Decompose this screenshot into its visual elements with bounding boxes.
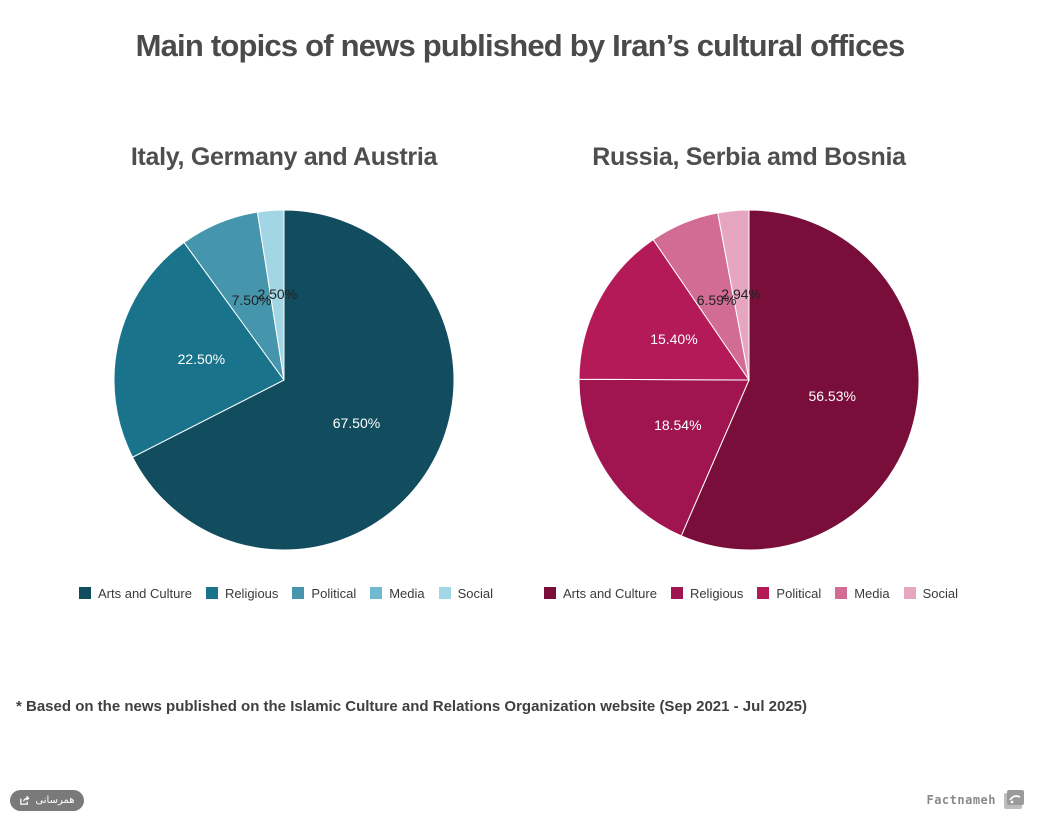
legend-swatch [757, 587, 770, 599]
legend-swatch [370, 587, 383, 599]
pie-slice-religious[interactable] [578, 378, 750, 537]
pie-label-arts-and-culture: 67.50% [333, 415, 380, 431]
share-button-label: همرسانی [35, 795, 75, 806]
legend-swatch [670, 587, 683, 599]
legend-item-religious[interactable]: Religious [670, 585, 744, 601]
legend-item-arts-and-culture[interactable]: Arts and Culture [544, 586, 657, 601]
legend-item-political[interactable]: Political [292, 586, 356, 601]
brand[interactable]: Factnameh [926, 788, 1026, 812]
pie-label-religious: 22.50% [178, 351, 225, 367]
legend-swatch [79, 587, 91, 599]
pie-slice-religious[interactable] [113, 241, 285, 458]
legend-label: Religious [689, 585, 744, 601]
legend-left: Arts and Culture Religious Political Media S… [79, 585, 507, 601]
pie-label-political: 7.50% [232, 292, 272, 308]
share-button[interactable]: همرسانی [10, 790, 84, 811]
brand-name: Factnameh [926, 793, 996, 807]
footnote: * Based on the news published on the Isl… [16, 698, 808, 715]
pie-slice-social[interactable] [717, 209, 750, 381]
pie-label-media: 6.59% [697, 292, 737, 308]
legend-label: Arts and Culture [98, 585, 192, 601]
legend-item-media[interactable]: Media [370, 585, 425, 601]
pie-chart-right: 56.53% 18.54% 15.40% 6.59%2.94% [578, 209, 920, 551]
legend-item-social[interactable]: Social [903, 585, 959, 601]
legend-item-religious[interactable]: Religious [205, 585, 279, 601]
legend-label: Social [457, 585, 494, 601]
page-title: Main topics of news published by Iran’s … [135, 28, 906, 63]
factnameh-logo-icon [1004, 790, 1024, 809]
legend-swatch [544, 587, 556, 599]
legend-swatch [438, 587, 451, 599]
pie-label-social: 2.94% [721, 286, 761, 302]
share-icon [20, 795, 31, 805]
legend-swatch [835, 587, 848, 599]
pie-chart-left: 67.50% 22.50% 7.50%2.50% [113, 209, 455, 551]
legend-swatch [903, 587, 916, 599]
chart-title-left: Italy, Germany and Austria [130, 143, 438, 171]
legend-right: Arts and Culture Religious Political Media S… [544, 585, 972, 601]
pie-label-religious: 18.54% [654, 417, 701, 433]
legend-label: Social [922, 585, 959, 601]
chart-title-right: Russia, Serbia amd Bosnia [592, 143, 906, 171]
legend-item-media[interactable]: Media [835, 585, 890, 601]
pie-slice-social[interactable] [256, 209, 285, 381]
legend-label: Media [854, 585, 890, 601]
legend-item-arts-and-culture[interactable]: Arts and Culture [79, 586, 192, 601]
legend-swatch [205, 587, 218, 599]
legend-item-political[interactable]: Political [757, 586, 821, 601]
legend-label: Political [776, 585, 822, 601]
legend-label: Arts and Culture [563, 585, 657, 601]
legend-swatch [292, 587, 305, 599]
pie-slice-political[interactable] [578, 238, 750, 381]
legend-label: Political [311, 585, 357, 601]
pie-slice-arts-and-culture[interactable] [680, 209, 920, 551]
legend-label: Religious [224, 585, 279, 601]
pie-label-social: 2.50% [257, 286, 297, 302]
pie-slice-arts-and-culture[interactable] [131, 209, 455, 551]
pie-label-arts-and-culture: 56.53% [808, 388, 855, 404]
pie-label-political: 15.40% [650, 331, 697, 347]
legend-label: Media [389, 585, 425, 601]
legend-item-social[interactable]: Social [438, 585, 494, 601]
